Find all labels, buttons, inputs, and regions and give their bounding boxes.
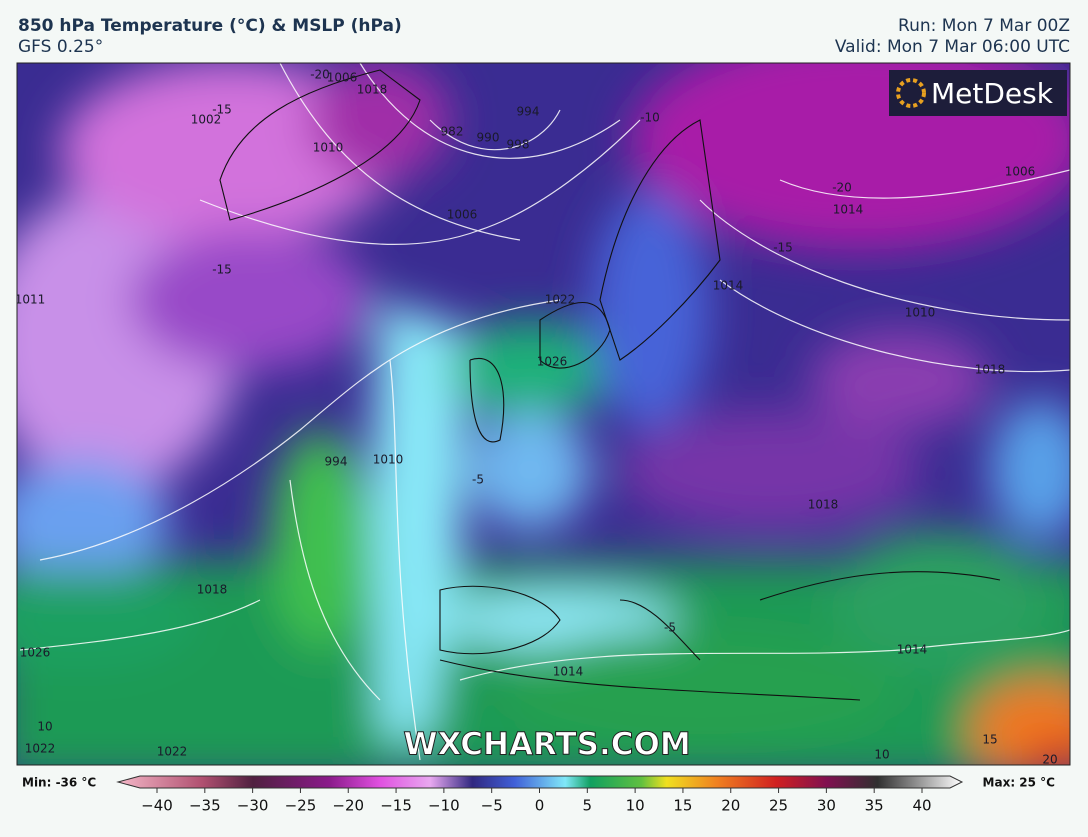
map-label: -5 [472, 473, 484, 487]
map-label: 1010 [313, 141, 344, 155]
run-time: Run: Mon 7 Mar 00Z [898, 16, 1070, 36]
colorbar-tick-label: 40 [912, 797, 931, 815]
colorbar-tick-label: 15 [673, 797, 692, 815]
map-label: 1018 [975, 363, 1006, 377]
map-label: 1006 [327, 71, 358, 85]
colorbar-tick-label: −20 [332, 797, 364, 815]
map-label: 1026 [20, 646, 51, 660]
min-label: Min: -36 °C [22, 776, 96, 790]
max-label: Max: 25 °C [983, 776, 1056, 790]
map-label: 1018 [808, 498, 839, 512]
map-label: -15 [773, 241, 793, 255]
map-label: 994 [517, 105, 540, 119]
subtitle: GFS 0.25° [18, 37, 103, 57]
colorbar-tick-label: −5 [481, 797, 503, 815]
map-label: 990 [477, 131, 500, 145]
colorbar-tick-label: 25 [769, 797, 788, 815]
map-label: 1010 [373, 453, 404, 467]
logo: MetDesk [889, 70, 1067, 116]
map-label: 1018 [357, 83, 388, 97]
map-label: 20 [1042, 753, 1057, 767]
map-label: 1011 [15, 293, 46, 307]
map-label: 10 [37, 720, 52, 734]
colorbar-tick-label: 30 [817, 797, 836, 815]
map-label: 998 [507, 138, 530, 152]
colorbar-tick-label: 0 [535, 797, 545, 815]
map-label: 1010 [905, 306, 936, 320]
colorbar-tick-label: 20 [721, 797, 740, 815]
colorbar-tick-label: 5 [583, 797, 593, 815]
colorbar-tick-label: −40 [141, 797, 173, 815]
watermark: WXCHARTS.COM [403, 727, 690, 763]
colorbar-tick-label: −35 [189, 797, 221, 815]
map-label: 1014 [553, 665, 584, 679]
map-label: 1014 [897, 643, 928, 657]
map-label: 15 [982, 733, 997, 747]
map-frame [16, 62, 1071, 766]
map-label: 1006 [1005, 165, 1036, 179]
map-label: 1022 [545, 293, 576, 307]
map-label: -20 [310, 68, 330, 82]
map-label: 1022 [157, 745, 188, 759]
colorbar-tick-label: 10 [626, 797, 645, 815]
map-label: 1006 [447, 208, 478, 222]
map-label: 1014 [833, 203, 864, 217]
map-label: 994 [325, 455, 348, 469]
logo-text: MetDesk [931, 77, 1054, 110]
map: MetDesk WXCHARTS.COM -2010061018-1510021… [15, 63, 1070, 767]
colorbar-bar [116, 775, 964, 789]
map-label: 1022 [25, 742, 56, 756]
colorbar-tick-label: −25 [285, 797, 317, 815]
map-label: -10 [640, 111, 660, 125]
map-label: 1018 [197, 583, 228, 597]
colorbar-tick-label: −30 [237, 797, 269, 815]
map-label: -20 [832, 181, 852, 195]
map-label: -5 [664, 621, 676, 635]
map-label: 982 [441, 125, 464, 139]
map-label: 10 [874, 748, 889, 762]
colorbar: Min: -36 °C Max: 25 °C −40 −35 −30 −25 −20 −1… [22, 775, 1056, 815]
colorbar-tick-label: −10 [428, 797, 460, 815]
colorbar-tick-label: −15 [380, 797, 412, 815]
map-label: -15 [212, 103, 232, 117]
map-label: -15 [212, 263, 232, 277]
colorbar-tick-label: 35 [865, 797, 884, 815]
map-label: 1014 [713, 279, 744, 293]
map-label: 1002 [191, 113, 222, 127]
map-label: 1026 [537, 355, 568, 369]
title: 850 hPa Temperature (°C) & MSLP (hPa) [18, 16, 402, 36]
valid-time: Valid: Mon 7 Mar 06:00 UTC [835, 37, 1070, 57]
